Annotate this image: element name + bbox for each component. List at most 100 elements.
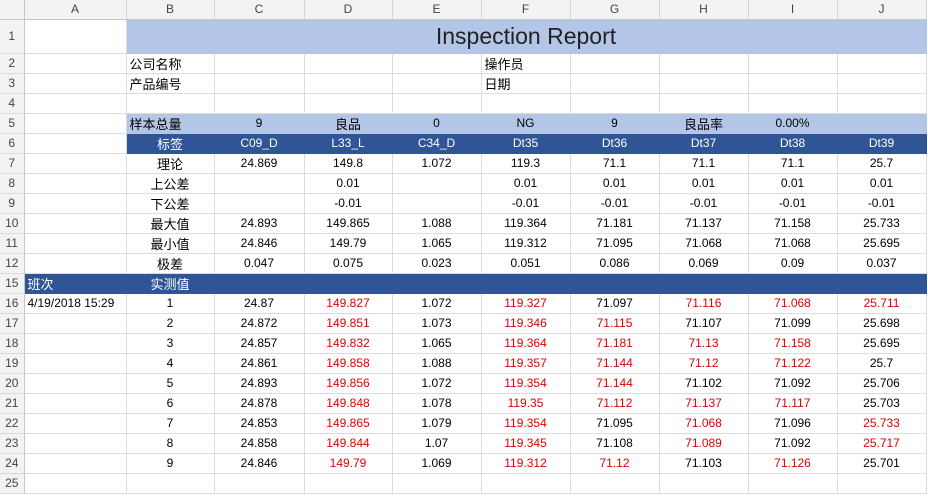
sample-index-cell[interactable]: 6 <box>126 393 215 414</box>
row-header[interactable]: 12 <box>0 253 25 274</box>
measurement-cell[interactable]: 71.103 <box>659 453 749 474</box>
measurement-cell[interactable]: 24.87 <box>214 293 305 314</box>
cell[interactable] <box>481 473 571 494</box>
column-header-b[interactable]: B <box>126 0 215 20</box>
cell[interactable] <box>214 93 305 114</box>
measurement-cell[interactable]: 71.137 <box>659 393 749 414</box>
spec-header[interactable]: Dt36 <box>570 133 660 154</box>
measurement-cell[interactable]: 71.095 <box>570 413 660 434</box>
shift-cell[interactable] <box>24 373 127 394</box>
spec-row-label[interactable]: 极差 <box>126 253 215 274</box>
ng-value[interactable]: 9 <box>570 113 660 134</box>
spec-value-cell[interactable]: 0.075 <box>304 253 393 274</box>
sample-index-cell[interactable]: 7 <box>126 413 215 434</box>
measurement-cell[interactable]: 149.79 <box>304 453 393 474</box>
spec-value-cell[interactable]: 71.158 <box>748 213 838 234</box>
spec-value-cell[interactable]: 0.01 <box>837 173 927 194</box>
spec-value-cell[interactable]: 0.069 <box>659 253 749 274</box>
spec-value-cell[interactable]: 24.869 <box>214 153 305 174</box>
shift-header[interactable]: 班次 <box>24 273 127 294</box>
measurement-cell[interactable]: 24.853 <box>214 413 305 434</box>
measurement-cell[interactable]: 71.112 <box>570 393 660 414</box>
spec-value-cell[interactable] <box>392 193 482 214</box>
measurement-cell[interactable]: 71.089 <box>659 433 749 454</box>
spec-value-cell[interactable]: 0.047 <box>214 253 305 274</box>
measurement-cell[interactable]: 1.069 <box>392 453 482 474</box>
cell[interactable] <box>24 53 127 74</box>
row-header[interactable]: 5 <box>0 113 25 134</box>
cell[interactable] <box>748 73 838 94</box>
shift-cell[interactable] <box>24 333 127 354</box>
measurement-cell[interactable]: 24.861 <box>214 353 305 374</box>
measurement-cell[interactable]: 71.158 <box>748 333 838 354</box>
row-header[interactable]: 7 <box>0 153 25 174</box>
row-header[interactable]: 20 <box>0 373 25 394</box>
measurement-cell[interactable]: 119.312 <box>481 453 571 474</box>
cell[interactable] <box>837 473 927 494</box>
measurement-cell[interactable]: 71.097 <box>570 293 660 314</box>
measurement-cell[interactable]: 119.364 <box>481 333 571 354</box>
row-header[interactable]: 1 <box>0 19 25 54</box>
row-header[interactable]: 22 <box>0 413 25 434</box>
cell[interactable] <box>748 53 838 74</box>
shift-cell[interactable] <box>24 433 127 454</box>
cell[interactable] <box>24 253 127 274</box>
column-header-j[interactable]: J <box>837 0 927 20</box>
measurement-cell[interactable]: 71.144 <box>570 353 660 374</box>
measurement-cell[interactable]: 1.065 <box>392 333 482 354</box>
column-header-i[interactable]: I <box>748 0 838 20</box>
measurement-cell[interactable]: 71.102 <box>659 373 749 394</box>
cell[interactable] <box>837 93 927 114</box>
measurement-cell[interactable]: 24.872 <box>214 313 305 334</box>
sample-index-cell[interactable]: 2 <box>126 313 215 334</box>
sample-index-cell[interactable]: 9 <box>126 453 215 474</box>
header-band-cell[interactable] <box>570 273 660 294</box>
ng-label[interactable]: NG <box>481 113 571 134</box>
spec-value-cell[interactable]: 71.1 <box>748 153 838 174</box>
measurement-cell[interactable]: 71.068 <box>748 293 838 314</box>
spec-value-cell[interactable]: -0.01 <box>837 193 927 214</box>
measurement-cell[interactable]: 24.857 <box>214 333 305 354</box>
cell[interactable] <box>570 93 660 114</box>
measurement-cell[interactable]: 25.695 <box>837 333 927 354</box>
cell[interactable] <box>126 473 215 494</box>
measurement-cell[interactable]: 1.07 <box>392 433 482 454</box>
column-header-e[interactable]: E <box>392 0 482 20</box>
shift-cell[interactable] <box>24 453 127 474</box>
spec-header[interactable]: Dt39 <box>837 133 927 154</box>
measurement-cell[interactable]: 119.357 <box>481 353 571 374</box>
total-value[interactable]: 9 <box>214 113 305 134</box>
cell[interactable] <box>24 213 127 234</box>
cell[interactable] <box>24 73 127 94</box>
cell[interactable] <box>748 93 838 114</box>
spec-value-cell[interactable]: 24.846 <box>214 233 305 254</box>
measurement-cell[interactable]: 149.848 <box>304 393 393 414</box>
measurement-cell[interactable]: 71.117 <box>748 393 838 414</box>
spec-value-cell[interactable]: 0.01 <box>570 173 660 194</box>
spec-value-cell[interactable]: 0.01 <box>481 173 571 194</box>
spec-value-cell[interactable]: 0.086 <box>570 253 660 274</box>
spec-value-cell[interactable]: 119.3 <box>481 153 571 174</box>
spec-value-cell[interactable]: 71.181 <box>570 213 660 234</box>
measurement-cell[interactable]: 71.068 <box>659 413 749 434</box>
spec-value-cell[interactable]: 71.1 <box>659 153 749 174</box>
spec-value-cell[interactable]: 25.695 <box>837 233 927 254</box>
measurement-cell[interactable]: 71.115 <box>570 313 660 334</box>
cell[interactable] <box>126 93 215 114</box>
measurement-cell[interactable]: 24.893 <box>214 373 305 394</box>
measurement-cell[interactable]: 149.851 <box>304 313 393 334</box>
measurement-cell[interactable]: 149.865 <box>304 413 393 434</box>
row-header[interactable]: 11 <box>0 233 25 254</box>
measurement-cell[interactable]: 71.181 <box>570 333 660 354</box>
measurement-cell[interactable]: 25.717 <box>837 433 927 454</box>
measurement-cell[interactable]: 1.078 <box>392 393 482 414</box>
spec-value-cell[interactable]: -0.01 <box>304 193 393 214</box>
measurement-cell[interactable]: 119.327 <box>481 293 571 314</box>
measurement-cell[interactable]: 119.35 <box>481 393 571 414</box>
measured-header[interactable]: 实测值 <box>126 273 215 294</box>
report-title[interactable]: Inspection Report <box>126 19 927 54</box>
measurement-cell[interactable]: 25.701 <box>837 453 927 474</box>
date-value-cell[interactable] <box>570 73 660 94</box>
row-header[interactable]: 2 <box>0 53 25 74</box>
shift-cell[interactable]: 4/19/2018 15:29 <box>24 293 127 314</box>
